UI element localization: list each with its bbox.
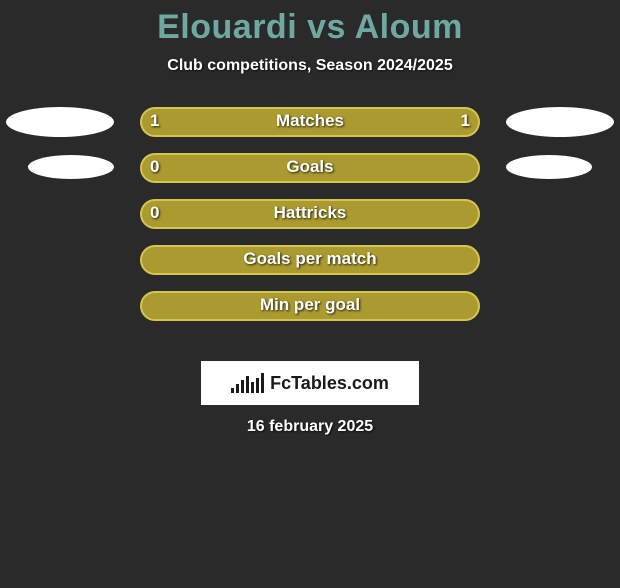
- logo-text: FcTables.com: [270, 373, 389, 394]
- stat-value-left: 1: [150, 111, 159, 131]
- stat-row: Matches11: [0, 99, 620, 145]
- right-ellipse-icon: [506, 155, 592, 179]
- fctables-logo: FcTables.com: [201, 361, 419, 405]
- logo-bars-icon: [231, 373, 264, 393]
- stat-row: Goals0: [0, 145, 620, 191]
- stat-bar: [140, 291, 480, 321]
- right-ellipse-icon: [506, 107, 614, 137]
- stat-value-left: 0: [150, 157, 159, 177]
- stat-bar: [140, 153, 480, 183]
- stat-value-left: 0: [150, 203, 159, 223]
- left-ellipse-icon: [28, 155, 114, 179]
- stat-row: Goals per match: [0, 237, 620, 283]
- stat-value-right: 1: [461, 111, 470, 131]
- page-subtitle: Club competitions, Season 2024/2025: [0, 57, 620, 75]
- stat-bar: [140, 245, 480, 275]
- stat-bar: [140, 107, 480, 137]
- stat-row: Min per goal: [0, 283, 620, 329]
- page-title: Elouardi vs Aloum: [0, 8, 620, 47]
- left-ellipse-icon: [6, 107, 114, 137]
- date-label: 16 february 2025: [0, 418, 620, 436]
- stat-bar: [140, 199, 480, 229]
- stat-row: Hattricks0: [0, 191, 620, 237]
- comparison-table: Matches11Goals0Hattricks0Goals per match…: [0, 99, 620, 329]
